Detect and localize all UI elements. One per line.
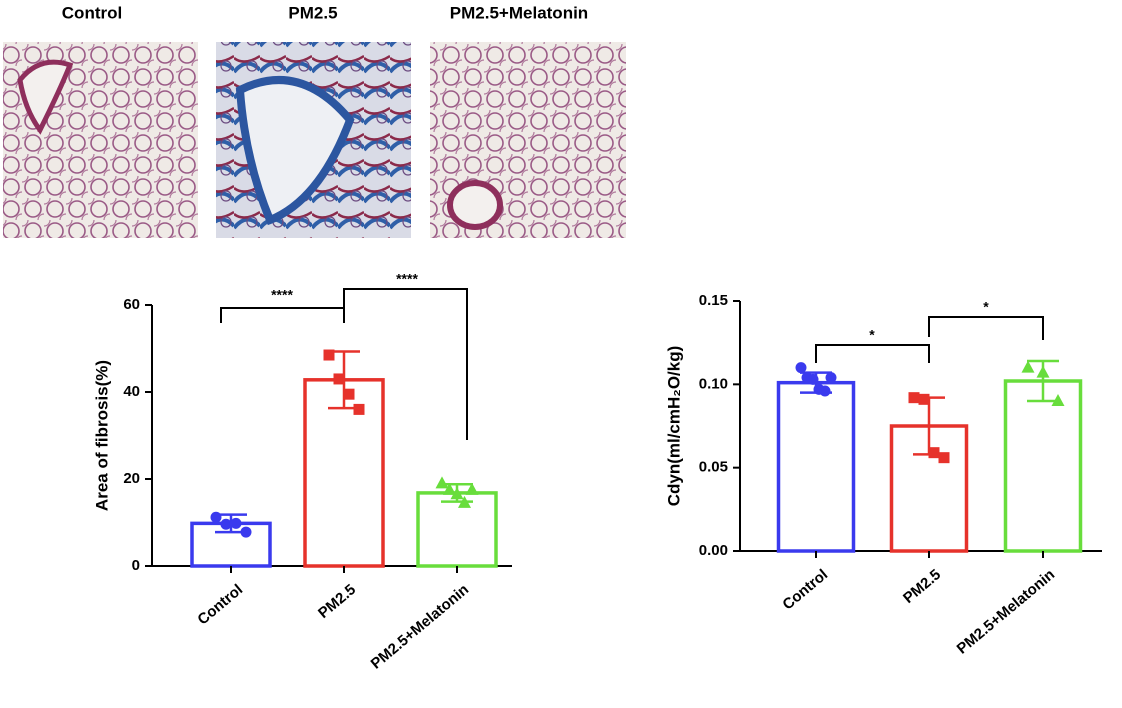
data-point	[938, 452, 950, 464]
airway	[235, 76, 355, 226]
x-tick-label: PM2.5	[315, 581, 359, 622]
significance-label: *	[869, 327, 875, 343]
data-point	[240, 526, 252, 538]
airway	[17, 59, 74, 135]
y-tick-label: 20	[123, 470, 140, 487]
data-point	[220, 518, 232, 530]
significance-bracket	[928, 316, 1044, 340]
significance-label: ****	[396, 271, 418, 287]
significance-label: ****	[271, 287, 293, 303]
data-point	[825, 372, 837, 384]
data-point	[928, 447, 940, 459]
y-tick-label: 60	[123, 296, 140, 313]
y-tick-label: 0.15	[699, 292, 728, 309]
data-point	[353, 403, 365, 415]
x-tick-label: Control	[779, 566, 831, 613]
image-label: PM2.5	[288, 3, 337, 22]
data-point	[1051, 394, 1065, 406]
significance-bracket	[815, 344, 930, 363]
data-point	[807, 373, 819, 385]
image-label: PM2.5+Melatonin	[450, 3, 588, 22]
bar	[416, 491, 498, 568]
data-point	[230, 517, 242, 529]
y-tick-label: 0.10	[699, 375, 728, 392]
x-tick-label: PM2.5+Melatonin	[368, 581, 472, 673]
data-point	[918, 393, 930, 405]
airway	[447, 180, 503, 230]
data-point	[465, 482, 479, 495]
data-point	[333, 373, 345, 385]
y-tick-label: 0.05	[699, 459, 728, 476]
data-point	[323, 349, 335, 361]
image-label: Control	[62, 3, 122, 22]
bar	[776, 380, 856, 553]
data-point	[450, 487, 464, 500]
data-point	[795, 362, 807, 374]
data-point	[908, 392, 920, 404]
y-tick-label: 0	[132, 557, 140, 574]
y-axis-label: Area of fibrosis(%)	[92, 360, 111, 511]
y-tick-label: 0.00	[699, 542, 728, 559]
data-point	[819, 385, 831, 397]
y-axis-label: Cdyn(ml/cmH₂O/kg)	[664, 346, 683, 507]
y-tick-label: 40	[123, 383, 140, 400]
significance-bracket	[343, 288, 468, 440]
data-point	[458, 495, 471, 508]
significance-bracket	[220, 307, 345, 323]
data-point	[435, 476, 449, 489]
data-point	[1021, 360, 1035, 373]
data-point	[210, 511, 222, 523]
bar	[1003, 379, 1083, 553]
x-tick-label: Control	[194, 581, 246, 628]
data-point	[343, 388, 355, 400]
x-tick-label: PM2.5+Melatonin	[954, 566, 1058, 658]
significance-label: *	[983, 299, 989, 315]
x-tick-label: PM2.5	[900, 566, 944, 607]
data-point	[1036, 365, 1050, 378]
data-point	[443, 482, 456, 495]
